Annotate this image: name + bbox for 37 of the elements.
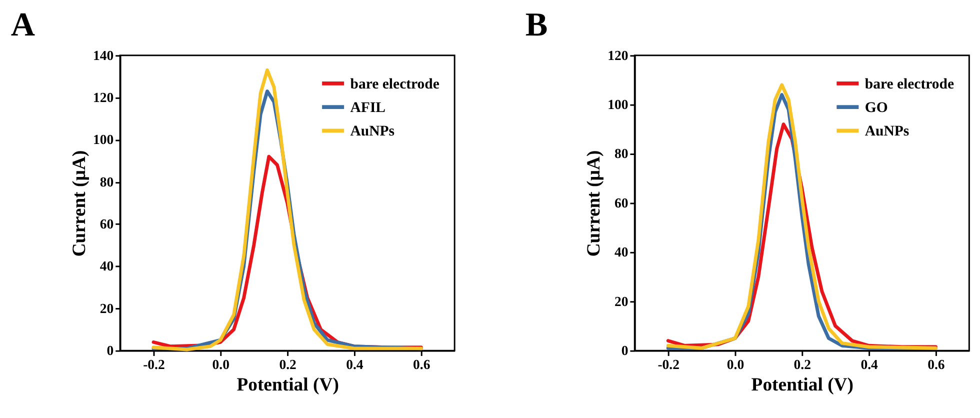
y-tick-label: 100: [608, 97, 628, 112]
x-tick-label: 0.0: [212, 356, 230, 372]
y-tick-label: 0: [621, 342, 628, 358]
y-tick-label: 40: [614, 244, 628, 260]
y-tick-label: 0: [106, 342, 114, 358]
x-axis-title: Potential (V): [236, 374, 339, 396]
x-tick-label: 0.2: [279, 356, 297, 372]
x-tick-label: 0.4: [860, 356, 878, 372]
y-tick-label: 140: [92, 48, 114, 63]
x-tick-label: 0.4: [346, 356, 364, 372]
x-tick-label: 0.2: [794, 356, 812, 372]
y-tick-label: 100: [92, 132, 114, 148]
y-axis-title: Current (µA): [584, 150, 605, 257]
legend-label: GO: [864, 100, 888, 116]
x-tick-label: -0.2: [658, 356, 680, 372]
y-tick-label: 80: [614, 146, 628, 162]
chart-title: A: [10, 6, 35, 44]
legend-label: AuNPs: [864, 124, 910, 140]
legend-label: AuNPs: [350, 124, 395, 140]
y-tick-label: 60: [100, 216, 114, 232]
x-tick-label: 0.6: [413, 356, 430, 372]
x-axis-title: Potential (V): [751, 374, 854, 396]
y-axis-title: Current (µA): [69, 150, 90, 257]
x-tick-label: 0.0: [726, 356, 744, 372]
y-tick-label: 20: [614, 294, 628, 309]
y-tick-label: 60: [614, 195, 628, 210]
y-tick-label: 120: [92, 90, 114, 105]
y-tick-label: 120: [608, 48, 628, 63]
x-tick-label: 0.6: [928, 356, 945, 372]
chart-title: B: [525, 6, 548, 44]
y-tick-label: 40: [100, 258, 114, 274]
x-tick-label: -0.2: [143, 356, 165, 372]
legend-label: AFIL: [350, 100, 386, 116]
legend-label: bare electrode: [350, 76, 440, 92]
legend-label: bare electrode: [864, 76, 954, 92]
y-tick-label: 20: [100, 300, 114, 316]
y-tick-label: 80: [100, 174, 114, 190]
